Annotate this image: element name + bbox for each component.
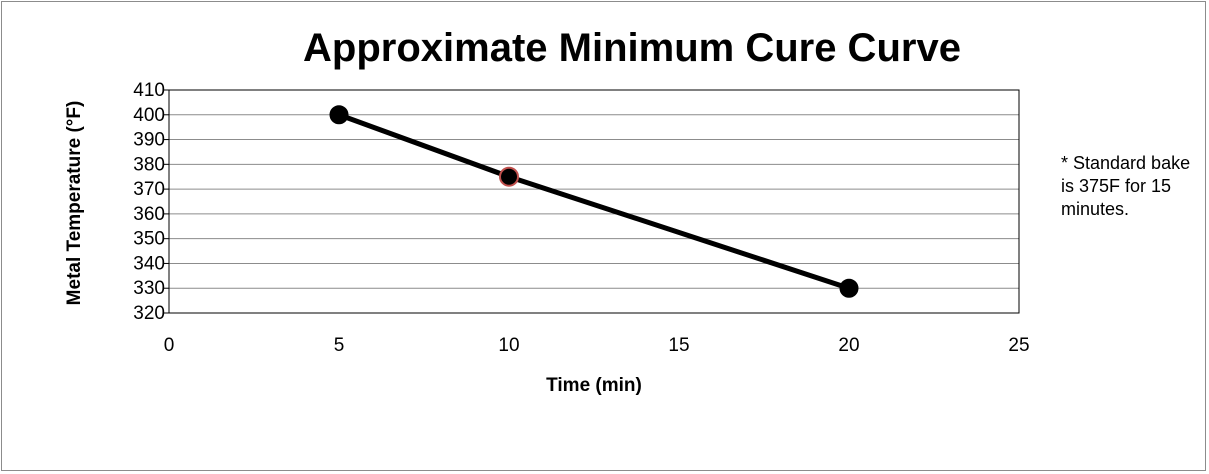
y-tick-label: 350: [133, 229, 165, 250]
y-tick-label: 370: [133, 179, 165, 200]
x-tick-label: 25: [1008, 335, 1029, 356]
y-tick-label: 360: [133, 204, 165, 225]
x-axis-label: Time (min): [546, 375, 642, 396]
x-tick-label: 20: [838, 335, 859, 356]
plot-area-border: [168, 89, 1020, 314]
series-line: [338, 112, 850, 291]
chart-title: Approximate Minimum Cure Curve: [303, 26, 961, 70]
series-lines: [338, 112, 850, 291]
y-axis-label: Metal Temperature (°F): [64, 101, 85, 306]
data-point: [499, 166, 519, 187]
x-tick-label: 0: [164, 335, 175, 356]
y-tick-label: 320: [133, 303, 165, 324]
data-point: [329, 105, 349, 125]
standard-bake-note: * Standard bake is 375F for 15 minutes.: [1061, 153, 1191, 219]
y-tick-label: 400: [133, 105, 165, 126]
y-tick-label: 330: [133, 278, 165, 299]
y-tick-labels: 320 330 340 350 360 370 380 390 400 410: [133, 80, 165, 324]
y-tick-label: 340: [133, 253, 165, 274]
x-tick-label: 15: [668, 335, 689, 356]
series-points: [329, 105, 859, 298]
y-tick-label: 380: [133, 154, 165, 175]
x-tick-labels: 0 5 10 15 20 25: [164, 335, 1030, 356]
y-tick-label: 390: [133, 130, 165, 151]
x-tick-label: 5: [334, 335, 345, 356]
x-tick-label: 10: [498, 335, 519, 356]
y-tick-label: 410: [133, 80, 165, 101]
data-point: [839, 278, 859, 298]
